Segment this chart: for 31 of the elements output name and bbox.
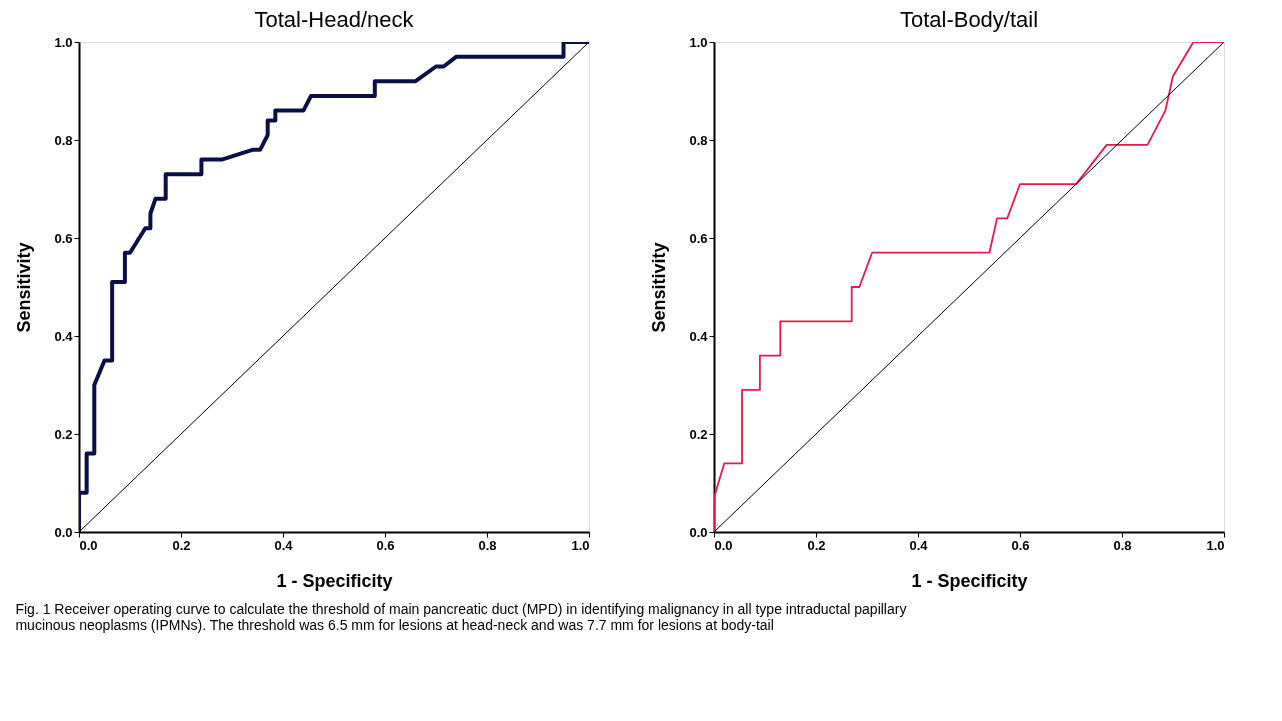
y-tick-label: 0.2: [54, 426, 73, 442]
chart-title: Total-Body/tail: [899, 7, 1039, 32]
x-tick-label: 1.0: [571, 537, 590, 553]
x-tick-label: 0.8: [478, 537, 497, 553]
x-axis-title: 1 - Specificity: [911, 570, 1028, 591]
y-tick-label: 0.8: [689, 132, 708, 148]
y-tick-label: 0.6: [54, 230, 73, 246]
y-axis-title: Sensitivity: [14, 242, 35, 333]
y-tick-label: 0.0: [689, 524, 708, 540]
y-tick-label: 0.2: [689, 426, 708, 442]
x-tick-label: 1.0: [1206, 537, 1225, 553]
x-tick-label: 0.8: [1113, 537, 1132, 553]
y-tick-label: 0.0: [54, 524, 73, 540]
y-tick-label: 1.0: [54, 34, 73, 50]
x-tick-label: 0.0: [714, 537, 733, 553]
y-axis-title: Sensitivity: [649, 242, 670, 333]
x-tick-label: 0.2: [172, 537, 191, 553]
chart-title: Total-Head/neck: [254, 7, 415, 32]
y-tick-label: 0.4: [689, 328, 709, 344]
x-tick-label: 0.6: [1011, 537, 1030, 553]
x-tick-label: 0.0: [79, 537, 98, 553]
x-tick-label: 0.4: [274, 537, 294, 553]
x-tick-label: 0.2: [807, 537, 826, 553]
y-tick-label: 0.8: [54, 132, 73, 148]
y-tick-label: 1.0: [689, 34, 708, 50]
y-tick-label: 0.6: [689, 230, 708, 246]
x-tick-label: 0.6: [376, 537, 395, 553]
x-axis-title: 1 - Specificity: [276, 570, 393, 591]
caption: Fig. 1 Receiver operating curve to calculate the threshold of main pancreatic duct (MPD) in identifying malignancy in all type intraductal papillary mucinous neoplasms (IPMNs). The threshold was 6.5 mm for lesions at head-neck and was 7.7 mm for lesions at body-tail: [15, 600, 907, 633]
x-tick-label: 0.4: [909, 537, 929, 553]
y-tick-label: 0.4: [54, 328, 74, 344]
